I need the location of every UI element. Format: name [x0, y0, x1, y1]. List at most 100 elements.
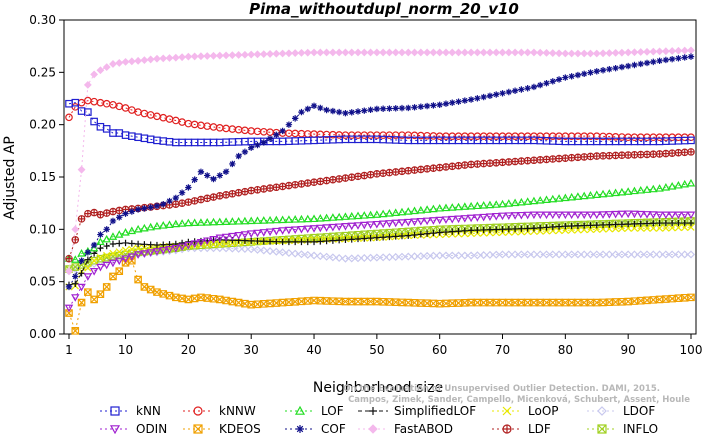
point-loop: [643, 224, 651, 232]
point-ldof: [309, 251, 319, 260]
point-cof: [160, 201, 167, 208]
legend-label: KDEOS: [219, 422, 261, 434]
point-simplifiedlof: [291, 238, 299, 246]
point-kdeos: [555, 298, 563, 307]
point-ldf: [668, 149, 676, 157]
point-simplifiedlof: [474, 226, 481, 234]
point-knnw: [178, 118, 186, 126]
point-ldof: [555, 250, 564, 259]
point-kdeos: [84, 288, 92, 296]
point-ldf: [649, 150, 658, 158]
point-fastabod: [555, 49, 563, 58]
point-loop: [605, 225, 613, 233]
point-fastabod: [228, 51, 237, 60]
point-lof: [529, 196, 539, 205]
point-fastabod: [536, 48, 545, 57]
point-ldof: [115, 253, 124, 262]
legend-item-inflo: INFLO: [587, 422, 658, 434]
point-kdeos: [668, 294, 676, 303]
point-fastabod: [127, 57, 136, 66]
point-fastabod: [253, 50, 262, 59]
point-lof: [579, 191, 589, 200]
point-ldf: [109, 207, 117, 216]
point-odin: [510, 212, 520, 220]
point-ldf: [461, 161, 469, 169]
point-cof: [172, 194, 180, 202]
point-lof: [316, 214, 325, 222]
point-lof: [523, 197, 532, 205]
point-ldof: [624, 250, 633, 259]
point-cof: [291, 115, 299, 122]
point-ldof: [303, 250, 312, 259]
point-fastabod: [630, 48, 639, 57]
legend-item-lof: LOF: [285, 404, 344, 418]
point-simplifiedlof: [248, 237, 255, 245]
legend: kNN kNNW LOF SimplifiedLOF LoOP LDOF ODIN KDEOS…: [100, 404, 658, 434]
point-odin: [674, 211, 683, 220]
point-cof: [304, 105, 311, 113]
point-kdeos: [429, 299, 438, 308]
point-ldf: [197, 195, 205, 204]
point-loop: [630, 224, 639, 232]
point-fastabod: [159, 54, 168, 63]
point-ldf: [605, 151, 614, 160]
point-kdeos: [687, 293, 695, 302]
point-ldf: [341, 174, 350, 182]
point-fastabod: [448, 48, 457, 57]
point-ldof: [517, 250, 526, 259]
point-cof: [398, 104, 406, 112]
point-ldof: [441, 251, 451, 260]
point-cof: [543, 80, 550, 87]
point-odin: [196, 238, 206, 247]
point-lof: [567, 192, 576, 201]
point-odin: [535, 211, 545, 220]
point-cof: [335, 108, 343, 116]
point-ldof: [322, 252, 331, 261]
point-ldof: [259, 246, 268, 255]
point-odin: [372, 220, 382, 229]
point-lof: [422, 205, 432, 213]
series-cof: [65, 53, 695, 291]
point-knnw: [71, 103, 80, 111]
point-ldf: [71, 236, 80, 244]
point-lof: [617, 187, 627, 196]
point-fastabod: [341, 48, 350, 57]
point-kdeos: [303, 297, 312, 305]
point-ldof: [661, 250, 670, 259]
point-kdeos: [548, 298, 557, 307]
point-cof: [97, 231, 104, 238]
point-fastabod: [379, 48, 388, 57]
point-lof: [366, 210, 375, 219]
point-lof: [586, 190, 595, 199]
y-tick-label: 0.10: [29, 222, 56, 236]
point-simplifiedlof: [304, 238, 311, 246]
point-fastabod: [115, 59, 124, 67]
point-odin: [567, 211, 576, 220]
point-knn: [203, 138, 212, 147]
y-tick-label: 0.25: [29, 65, 56, 79]
point-lof: [435, 203, 444, 212]
point-ldf: [479, 159, 488, 168]
point-lof: [655, 184, 664, 192]
point-fastabod: [511, 48, 519, 57]
point-ldf: [241, 187, 249, 196]
point-lof: [96, 237, 105, 246]
point-simplifiedlof: [109, 240, 117, 248]
point-kdeos: [329, 297, 337, 305]
point-ldof: [429, 251, 438, 260]
point-odin: [102, 261, 111, 270]
point-ldf: [272, 183, 281, 191]
point-ldof: [71, 265, 80, 274]
x-tick-label: 70: [495, 343, 510, 357]
point-lof: [372, 210, 382, 218]
line-odin: [68, 213, 691, 309]
point-ldf: [662, 149, 670, 158]
point-odin: [623, 210, 633, 219]
point-cof: [254, 141, 261, 149]
point-odin: [83, 273, 93, 281]
point-ldf: [310, 178, 318, 186]
point-odin: [284, 226, 294, 235]
point-fastabod: [366, 48, 375, 57]
point-ldf: [385, 168, 394, 177]
point-cof: [134, 206, 142, 213]
